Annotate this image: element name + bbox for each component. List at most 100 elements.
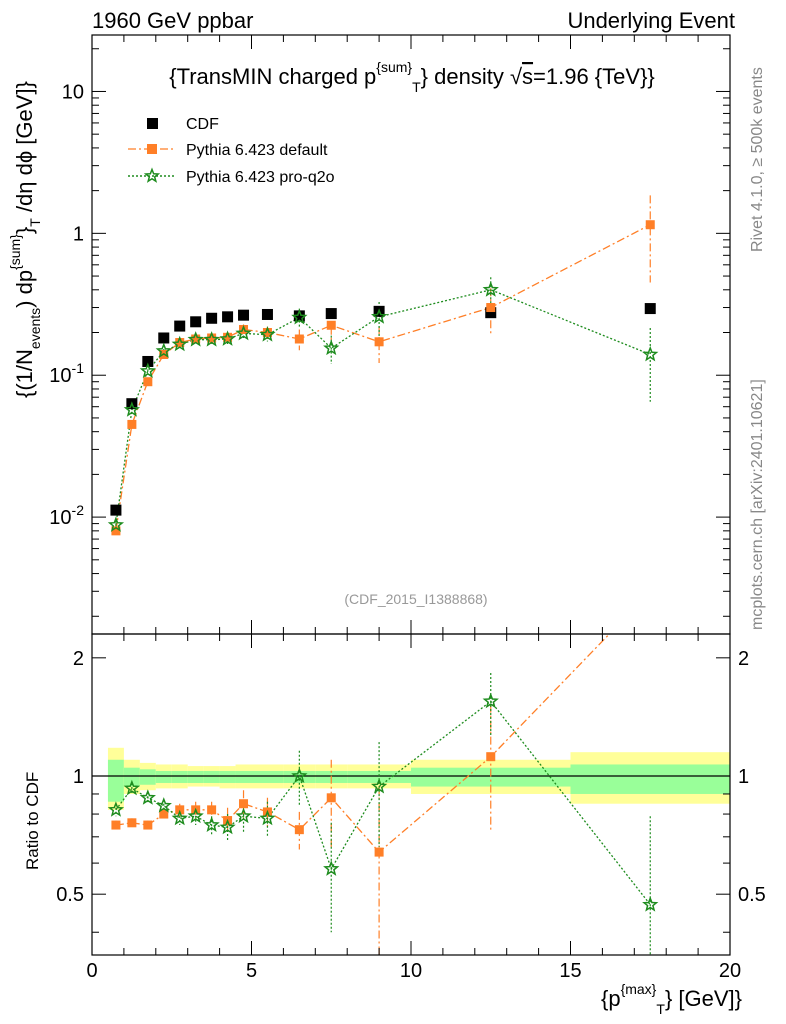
pythia-pro-q2o-point bbox=[107, 516, 125, 532]
mcplots-note: mcplots.cern.ch [arXiv:2401.10621] bbox=[749, 379, 766, 630]
ratio-pythia-pro-q2o-point bbox=[482, 692, 499, 709]
ratio-band-inner bbox=[155, 770, 172, 783]
pythia-pro-q2o-point bbox=[203, 331, 220, 347]
pythia-default-point bbox=[111, 526, 121, 536]
ratio-pythia-pro-q2o-point bbox=[139, 789, 156, 805]
pythia-pro-q2o-point bbox=[155, 342, 172, 358]
ratio-pythia-pro-q2o-point bbox=[370, 777, 388, 794]
pythia-default-point bbox=[262, 328, 272, 338]
y-tick-label: 10-1 bbox=[49, 360, 84, 387]
ratio-band-inner bbox=[123, 767, 140, 787]
legend: CDF Pythia 6.423 default Pythia 6.423 pr… bbox=[128, 116, 335, 186]
ratio-pythia-default-point bbox=[294, 825, 304, 835]
x-tick-label: 20 bbox=[719, 960, 741, 982]
header-left-title: 1960 GeV ppbar bbox=[92, 8, 253, 33]
x-tick-label: 15 bbox=[559, 960, 581, 982]
y-tick-label: 10 bbox=[62, 81, 84, 103]
pythia-default-point bbox=[645, 220, 655, 230]
cdf-data-point bbox=[644, 303, 656, 315]
pythia-pro-q2o-point bbox=[642, 345, 659, 362]
ratio-band-inner bbox=[203, 770, 220, 783]
cdf-data-point bbox=[206, 312, 218, 324]
pythia-default-point bbox=[374, 337, 384, 347]
ratio-pythia-default-point bbox=[127, 818, 137, 828]
cdf-data-point bbox=[110, 504, 122, 516]
y-axis-label: {(1/Nevents) dp{sum}}T /dη dϕ [GeV]} bbox=[7, 81, 43, 398]
x-axis-label: {p{max}T} [GeV]} bbox=[601, 981, 742, 1017]
ratio-pythia-pro-q2o-point bbox=[219, 818, 236, 835]
ratio-band-inner bbox=[187, 770, 204, 783]
cdf-data-point bbox=[158, 332, 170, 344]
ratio-pythia-pro-q2o-point bbox=[291, 767, 308, 783]
ratio-pythia-pro-q2o-point bbox=[323, 860, 340, 876]
ratio-pythia-pro-q2o-point bbox=[203, 816, 220, 832]
cdf-data-point bbox=[485, 307, 497, 319]
cdf-data-point bbox=[261, 308, 273, 320]
ratio-band-inner bbox=[139, 769, 156, 785]
ratio-y-tick-label-right: 2 bbox=[738, 648, 749, 670]
header-right-title: Underlying Event bbox=[567, 8, 735, 33]
cdf-data-point bbox=[142, 355, 154, 367]
pythia-default-point bbox=[239, 325, 249, 335]
cdf-data-point bbox=[190, 316, 202, 328]
ratio-pythia-pro-q2o-point bbox=[171, 809, 188, 826]
ratio-band-inner bbox=[219, 770, 236, 783]
ratio-pythia-pro-q2o-point bbox=[155, 797, 172, 813]
legend-marker-pythia-default bbox=[147, 144, 157, 154]
x-tick-label: 5 bbox=[246, 960, 257, 982]
cdf-data-point bbox=[174, 320, 186, 332]
ratio-pythia-default-point bbox=[374, 847, 384, 857]
ratio-y-tick-label-left: 1 bbox=[73, 766, 84, 788]
ratio-band-inner bbox=[235, 770, 252, 783]
pythia-pro-q2o-point bbox=[219, 330, 236, 346]
rivet-version-note: Rivet 4.1.0, ≥ 500k events bbox=[749, 67, 766, 252]
cdf-data-point bbox=[222, 311, 234, 323]
pythia-pro-q2o-point bbox=[259, 326, 276, 342]
ratio-band-inner bbox=[411, 767, 571, 787]
ratio-pythia-pro-q2o-point bbox=[235, 807, 252, 824]
ratio-pythia-pro-q2o-point bbox=[187, 807, 204, 824]
ratio-band-inner bbox=[570, 764, 730, 794]
ratio-pythia-pro-q2o-point bbox=[123, 779, 141, 796]
pythia-default-point bbox=[175, 338, 185, 348]
pythia-default-point bbox=[294, 334, 304, 344]
pythia-default-point bbox=[191, 334, 201, 344]
legend-marker-pythia-pro-q2o bbox=[143, 167, 161, 183]
ratio-y-tick-label-left: 0.5 bbox=[56, 884, 84, 906]
ratio-pythia-default-point bbox=[207, 805, 217, 815]
pythia-default-point bbox=[143, 377, 153, 387]
ratio-pythia-default-point bbox=[239, 799, 249, 809]
pythia-default-point bbox=[486, 303, 496, 313]
ratio-band-inner bbox=[171, 770, 188, 783]
pythia-default-point bbox=[127, 419, 137, 429]
pythia-default-point bbox=[326, 320, 336, 330]
pythia-pro-q2o-point bbox=[187, 331, 204, 347]
legend-label-pythia-default: Pythia 6.423 default bbox=[186, 142, 328, 159]
ratio-pythia-default-point bbox=[326, 793, 336, 803]
pythia-pro-q2o-point bbox=[291, 308, 308, 325]
x-tick-label: 10 bbox=[400, 960, 422, 982]
y-tick-label: 10-2 bbox=[49, 502, 84, 529]
x-tick-label: 0 bbox=[86, 960, 97, 982]
ratio-y-tick-label-right: 1 bbox=[738, 766, 749, 788]
cdf-data-point bbox=[238, 309, 250, 321]
legend-label-cdf: CDF bbox=[186, 116, 219, 133]
pythia-pro-q2o-point bbox=[482, 281, 499, 297]
cdf-data-point bbox=[293, 310, 305, 322]
y-tick-label: 1 bbox=[73, 223, 84, 245]
ratio-pythia-pro-q2o-point bbox=[107, 801, 125, 817]
ratio-pythia-pro-q2o-point bbox=[259, 809, 276, 826]
pythia-default-point bbox=[223, 332, 233, 342]
pythia-pro-q2o-point bbox=[123, 401, 141, 417]
ratio-pythia-default-point bbox=[159, 809, 169, 819]
series-line-1 bbox=[115, 224, 651, 531]
ratio-pythia-default-point bbox=[486, 752, 496, 762]
analysis-id: (CDF_2015_I1388868) bbox=[344, 591, 487, 607]
ratio-y-tick-label-right: 0.5 bbox=[738, 884, 766, 906]
pythia-pro-q2o-point bbox=[323, 339, 340, 356]
ratio-pythia-default-point bbox=[111, 820, 121, 830]
pythia-pro-q2o-point bbox=[370, 308, 388, 324]
ratio-pythia-pro-q2o-point bbox=[642, 896, 659, 912]
pythia-pro-q2o-point bbox=[235, 324, 252, 341]
